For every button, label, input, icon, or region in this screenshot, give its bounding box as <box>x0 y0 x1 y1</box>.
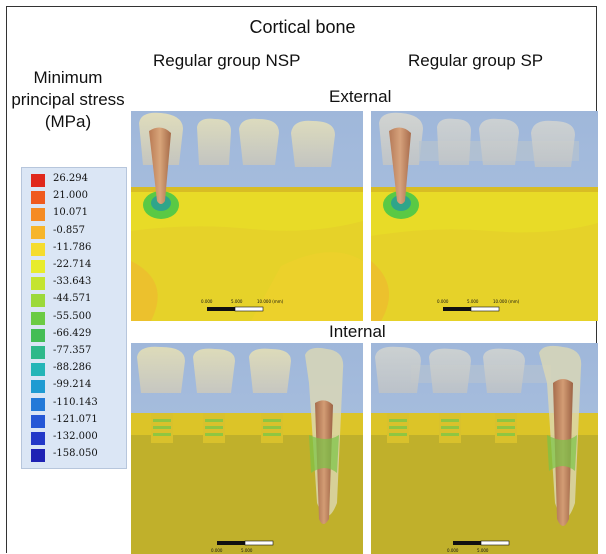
scale-bar-label: 5.000 <box>477 548 489 553</box>
implant-threads <box>151 413 283 443</box>
panel-external-sp: 0.000 5.000 10.000 (mm) <box>371 111 598 321</box>
scale-bar-label: 0.000 <box>211 548 223 553</box>
scale-bar-label: 5.000 <box>231 299 243 304</box>
legend-swatch <box>31 346 45 359</box>
column-header-sp: Regular group SP <box>408 51 544 70</box>
legend-title: Minimum principal stress (MPa) <box>11 68 125 131</box>
legend-value: -66.429 <box>53 327 92 339</box>
legend-value: -55.500 <box>53 310 92 322</box>
legend-swatch <box>31 277 45 291</box>
figure-title: Cortical bone <box>249 17 356 37</box>
legend-swatch <box>31 432 45 445</box>
legend-value: -44.571 <box>53 293 92 305</box>
scale-bar-label: 10.000 (mm) <box>257 299 284 304</box>
legend-swatch <box>31 380 45 394</box>
legend-swatch <box>31 225 45 239</box>
legend-swatch <box>31 311 45 325</box>
legend-swatch <box>31 260 45 273</box>
legend-swatch <box>31 397 45 411</box>
legend-swatch <box>31 294 45 308</box>
scale-bar-label: 0.000 <box>447 548 459 553</box>
legend-value: -99.214 <box>53 379 92 391</box>
legend-swatch <box>31 242 45 256</box>
legend-value: -110.143 <box>53 396 98 408</box>
panel-internal-nsp: 0.000 5.000 <box>131 343 363 554</box>
legend-swatch <box>31 208 45 222</box>
legend-value: -0.857 <box>53 224 86 236</box>
color-legend: 26.294 21.000 10.071 -0.857 -11.786 -22.714 -3… <box>21 167 127 469</box>
legend-value: -22.714 <box>53 259 92 270</box>
legend-swatch <box>31 191 45 205</box>
legend-value: -77.357 <box>53 345 92 356</box>
scale-bar-label: 5.000 <box>467 299 479 304</box>
legend-swatch <box>31 363 45 377</box>
legend-value: -158.050 <box>53 448 98 460</box>
legend-value: -132.000 <box>53 431 98 442</box>
legend-value: -121.071 <box>53 413 98 425</box>
legend-swatch <box>31 449 45 463</box>
column-header-nsp: Regular group NSP <box>153 51 301 70</box>
legend-value: 26.294 <box>53 173 88 184</box>
figure-frame: Cortical bone Regular group NSP Regular … <box>6 6 598 554</box>
scale-bar-label: 0.000 <box>437 299 449 304</box>
legend-value: 21.000 <box>53 190 88 202</box>
scale-bar-label: 0.000 <box>201 299 213 304</box>
scale-bar-label: 5.000 <box>241 548 253 553</box>
panel-internal-sp: 0.000 5.000 <box>371 343 598 554</box>
legend-value: -33.643 <box>53 276 92 288</box>
scale-bar-label: 10.000 (mm) <box>493 299 520 304</box>
row-header-external: External <box>329 87 392 106</box>
row-header-internal: Internal <box>329 322 386 341</box>
legend-swatch <box>31 328 45 342</box>
legend-swatch <box>31 414 45 428</box>
legend-value: 10.071 <box>53 207 88 219</box>
legend-value: -11.786 <box>53 241 92 253</box>
panel-external-nsp: 0.000 5.000 10.000 (mm) <box>131 111 363 321</box>
legend-value: -88.286 <box>53 362 92 374</box>
legend-swatch <box>31 174 45 187</box>
